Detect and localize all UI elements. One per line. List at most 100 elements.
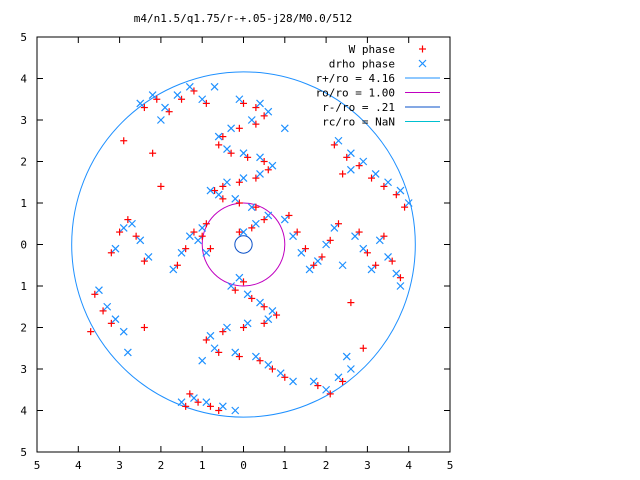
data-point xyxy=(140,104,148,112)
data-point xyxy=(119,327,128,336)
data-point xyxy=(285,211,293,219)
data-point xyxy=(140,324,148,331)
data-point xyxy=(87,328,95,336)
x-tick-label: 5 xyxy=(447,459,454,472)
data-point xyxy=(111,315,120,324)
data-point xyxy=(247,116,256,124)
data-point xyxy=(144,253,153,261)
data-point xyxy=(396,274,404,282)
data-point xyxy=(248,224,256,232)
data-point xyxy=(239,149,248,158)
data-point xyxy=(276,369,285,378)
reference-circle xyxy=(234,235,253,254)
data-point xyxy=(342,352,351,361)
data-point xyxy=(185,232,194,241)
data-point xyxy=(314,382,322,390)
data-point xyxy=(206,331,215,340)
y-tick-label: 3 xyxy=(20,114,27,127)
data-point xyxy=(186,390,194,398)
data-point xyxy=(202,220,210,228)
x-tick-label: 3 xyxy=(364,459,371,472)
data-point xyxy=(355,162,363,170)
x-tick-label: 2 xyxy=(323,459,330,472)
data-point xyxy=(351,232,359,241)
data-point xyxy=(198,223,207,232)
data-point xyxy=(256,298,264,307)
data-point xyxy=(343,153,351,161)
data-point xyxy=(211,187,219,195)
y-tick-label: 5 xyxy=(20,446,27,459)
data-point xyxy=(318,253,326,261)
legend-label: r-/ro = .21 xyxy=(322,101,395,114)
data-point xyxy=(384,253,392,261)
data-point xyxy=(124,216,132,224)
data-point xyxy=(161,103,169,112)
data-point xyxy=(182,245,190,253)
data-point xyxy=(136,236,145,245)
data-point xyxy=(359,344,367,352)
data-point xyxy=(256,99,264,108)
data-point xyxy=(396,282,405,290)
x-tick-label: 3 xyxy=(116,459,123,472)
x-tick-label: 0 xyxy=(240,459,247,472)
data-point xyxy=(334,136,343,145)
data-point xyxy=(268,161,277,170)
data-point xyxy=(223,323,231,332)
data-point xyxy=(326,236,334,244)
x-tick-label: 4 xyxy=(75,459,82,472)
data-point xyxy=(244,153,252,161)
data-point xyxy=(219,133,227,141)
data-point xyxy=(355,228,363,236)
x-tick-label: 5 xyxy=(34,459,41,472)
data-point xyxy=(235,228,243,236)
data-point xyxy=(239,174,248,183)
data-point xyxy=(256,357,264,365)
data-point xyxy=(206,402,214,410)
data-point xyxy=(190,228,198,236)
data-point xyxy=(301,245,309,253)
data-point xyxy=(252,203,260,211)
data-point xyxy=(177,398,186,407)
data-point xyxy=(227,149,235,157)
data-point xyxy=(149,149,157,157)
data-point xyxy=(252,120,260,128)
data-point xyxy=(190,394,198,402)
data-point xyxy=(260,112,268,120)
data-point xyxy=(223,178,231,187)
data-point xyxy=(293,228,301,236)
y-tick-label: 2 xyxy=(20,156,27,169)
data-point xyxy=(235,199,243,207)
data-point xyxy=(148,91,157,100)
data-point xyxy=(210,344,219,353)
data-point xyxy=(202,99,210,107)
data-point xyxy=(251,219,260,228)
data-point xyxy=(268,306,277,315)
x-tick-label: 1 xyxy=(281,459,288,472)
data-point xyxy=(322,385,331,394)
x-tick-label: 1 xyxy=(199,459,206,472)
data-point xyxy=(206,245,214,253)
data-point xyxy=(384,178,392,187)
data-point xyxy=(264,211,273,220)
data-point xyxy=(194,398,202,406)
data-point xyxy=(202,248,211,257)
data-point xyxy=(202,398,211,407)
data-point xyxy=(95,286,103,295)
data-point xyxy=(190,87,198,95)
data-point xyxy=(334,220,342,228)
data-points xyxy=(87,82,413,415)
legend-marker xyxy=(419,45,426,53)
data-point xyxy=(231,194,240,203)
data-point xyxy=(173,261,181,269)
legend-label: r+/ro = 4.16 xyxy=(316,72,395,85)
data-point xyxy=(359,244,368,253)
data-point xyxy=(231,406,240,415)
data-point xyxy=(156,116,165,124)
data-point xyxy=(235,95,244,104)
y-tick-label: 4 xyxy=(20,405,27,418)
data-point xyxy=(371,170,380,178)
data-point xyxy=(347,299,355,307)
data-point xyxy=(136,99,145,108)
reference-circle xyxy=(201,202,286,287)
data-point xyxy=(380,232,388,240)
